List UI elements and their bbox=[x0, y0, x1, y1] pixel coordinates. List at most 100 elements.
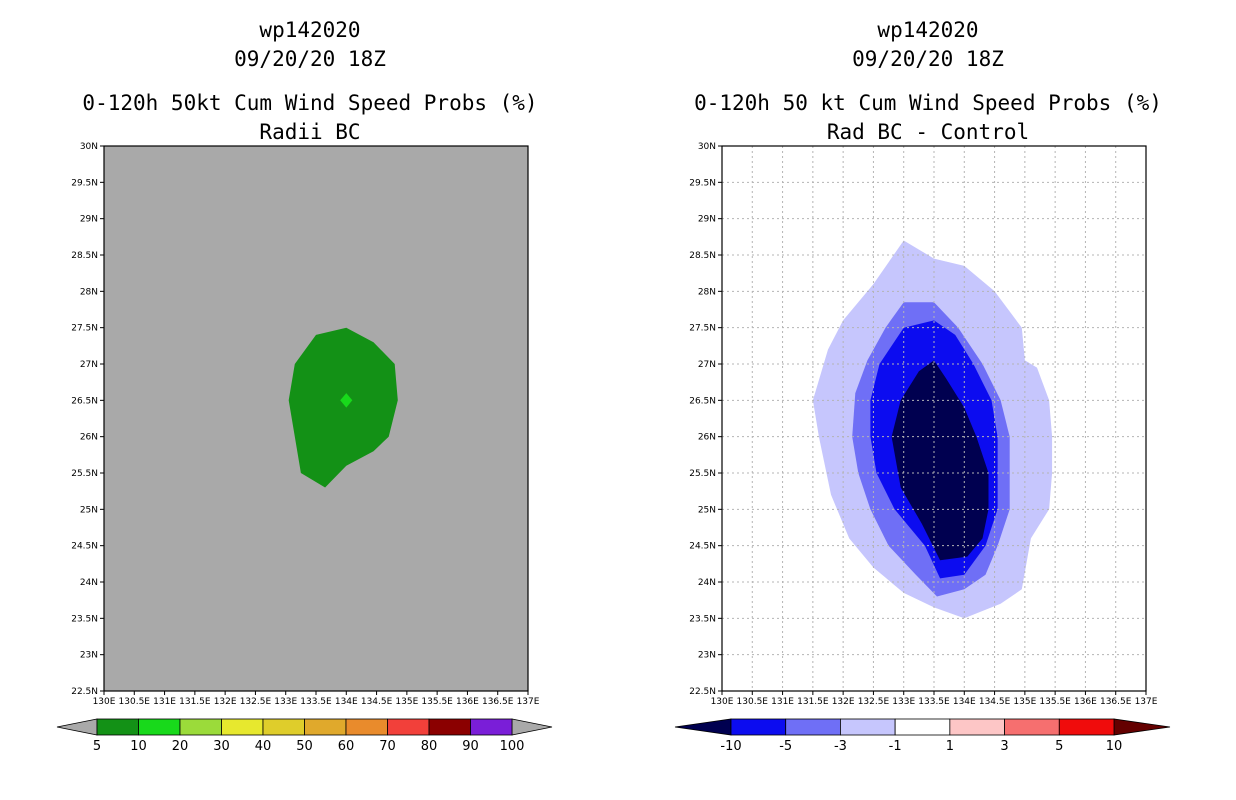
colorbar-swatch bbox=[730, 718, 787, 736]
grid bbox=[722, 146, 1146, 691]
colorbar-swatch bbox=[949, 718, 1005, 736]
x-tick-label: 131E bbox=[153, 697, 176, 707]
x-tick-label: 137E bbox=[517, 697, 540, 707]
colorbar-label: 10 bbox=[130, 739, 147, 754]
y-tick-label: 23N bbox=[698, 651, 716, 661]
colorbar-label: -10 bbox=[720, 739, 741, 754]
x-tick-label: 136E bbox=[1074, 697, 1097, 707]
colorbar-swatch bbox=[1004, 718, 1060, 736]
contour-region-1 bbox=[340, 393, 353, 408]
colorbar-swatch bbox=[840, 718, 896, 736]
colorbar-label: -3 bbox=[834, 739, 847, 754]
colorbar-swatch bbox=[138, 718, 181, 736]
y-tick-label: 28N bbox=[698, 287, 716, 297]
datetime: 09/20/20 18Z bbox=[234, 47, 386, 71]
x-tick-label: 130E bbox=[711, 697, 734, 707]
x-tick-label: 137E bbox=[1135, 697, 1158, 707]
x-tick-label: 136.5E bbox=[1100, 697, 1132, 707]
colorbar-label: 60 bbox=[338, 739, 355, 754]
y-tick-label: 27.5N bbox=[71, 324, 98, 334]
x-tick-label: 134.5E bbox=[361, 697, 393, 707]
x-tick-label: 131.5E bbox=[797, 697, 829, 707]
colorbar-over-triangle bbox=[511, 718, 553, 736]
y-tick-label: 25N bbox=[80, 505, 98, 515]
storm-id: wp142020 bbox=[259, 18, 360, 42]
colorbar-under-triangle bbox=[56, 718, 98, 736]
y-tick-label: 24.5N bbox=[689, 542, 716, 552]
chart-title: 0-120h 50kt Cum Wind Speed Probs (%) bbox=[82, 91, 537, 115]
y-tick-label: 26N bbox=[80, 433, 98, 443]
y-tick-label: 27.5N bbox=[689, 324, 716, 334]
x-tick-label: 134E bbox=[953, 697, 976, 707]
y-tick-label: 29N bbox=[80, 215, 98, 225]
colorbar: 5 10 20 30 40 50 60 70 80 90 100 bbox=[56, 718, 553, 754]
y-tick-label: 30N bbox=[698, 142, 716, 152]
x-tick-label: 130.5E bbox=[737, 697, 769, 707]
colorbar-swatch bbox=[96, 718, 139, 736]
colorbar-label: 5 bbox=[1055, 739, 1063, 754]
colorbar-swatch bbox=[262, 718, 305, 736]
plot-area: 130E 130.5E 131E 131.5E 132E 132.5E 133E 133.5E… bbox=[71, 142, 540, 707]
colorbar-swatch bbox=[785, 718, 841, 736]
colorbar-swatch bbox=[1058, 718, 1115, 736]
y-tick-label: 23.5N bbox=[71, 614, 98, 624]
colorbar-swatch bbox=[345, 718, 388, 736]
y-tick-label: 25N bbox=[698, 505, 716, 515]
colorbar-label: 1 bbox=[946, 739, 954, 754]
chart-panel-rad-bc-minus-control: wp142020 09/20/20 18Z 0-120h 50 kt Cum W… bbox=[674, 18, 1171, 754]
x-tick-label: 133.5E bbox=[300, 697, 332, 707]
chart-subtitle: Radii BC bbox=[259, 120, 360, 144]
x-tick-label: 131E bbox=[771, 697, 794, 707]
y-tick-label: 30N bbox=[80, 142, 98, 152]
x-tick-label: 134E bbox=[335, 697, 358, 707]
y-tick-label: 23.5N bbox=[689, 614, 716, 624]
colorbar-label: 50 bbox=[296, 739, 313, 754]
colorbar-swatch bbox=[221, 718, 264, 736]
chart-panel-radii-bc: wp142020 09/20/20 18Z 0-120h 50kt Cum Wi… bbox=[56, 18, 553, 754]
x-tick-label: 136.5E bbox=[482, 697, 514, 707]
contour-region-0 bbox=[288, 327, 398, 488]
y-tick-label: 28.5N bbox=[71, 251, 98, 261]
colorbar-under-triangle bbox=[674, 718, 732, 736]
colorbar-label: 90 bbox=[462, 739, 479, 754]
y-tick-label: 27N bbox=[80, 360, 98, 370]
storm-id: wp142020 bbox=[877, 18, 978, 42]
y-tick-label: 26.5N bbox=[71, 396, 98, 406]
colorbar-label: -5 bbox=[779, 739, 792, 754]
colorbar-label: 3 bbox=[1000, 739, 1008, 754]
datetime: 09/20/20 18Z bbox=[852, 47, 1004, 71]
colorbar-label: -1 bbox=[889, 739, 902, 754]
y-tick-label: 23N bbox=[80, 651, 98, 661]
x-tick-label: 132E bbox=[214, 697, 237, 707]
y-tick-label: 25.5N bbox=[71, 469, 98, 479]
y-tick-label: 29.5N bbox=[71, 178, 98, 188]
chart-title: 0-120h 50 kt Cum Wind Speed Probs (%) bbox=[694, 91, 1162, 115]
x-tick-label: 133.5E bbox=[918, 697, 950, 707]
colorbar-label: 80 bbox=[421, 739, 438, 754]
y-tick-label: 29.5N bbox=[689, 178, 716, 188]
colorbar-swatch bbox=[387, 718, 430, 736]
colorbar-label: 20 bbox=[172, 739, 189, 754]
y-tick-label: 25.5N bbox=[689, 469, 716, 479]
y-tick-label: 27N bbox=[698, 360, 716, 370]
colorbar: -10 -5 -3 -1 1 3 5 10 bbox=[674, 718, 1171, 754]
colorbar-label: 10 bbox=[1106, 739, 1123, 754]
x-tick-label: 135.5E bbox=[1039, 697, 1071, 707]
colorbar-swatch bbox=[304, 718, 347, 736]
x-tick-label: 134.5E bbox=[979, 697, 1011, 707]
colorbar-label: 30 bbox=[213, 739, 230, 754]
y-tick-label: 29N bbox=[698, 215, 716, 225]
y-tick-label: 24.5N bbox=[71, 542, 98, 552]
y-tick-label: 22.5N bbox=[689, 687, 716, 697]
y-tick-label: 28N bbox=[80, 287, 98, 297]
colorbar-swatch bbox=[894, 718, 951, 736]
x-tick-label: 133E bbox=[892, 697, 915, 707]
contour-region-3 bbox=[891, 360, 989, 561]
colorbar-label: 5 bbox=[93, 739, 101, 754]
colorbar-over-triangle bbox=[1113, 718, 1171, 736]
colorbar-label: 70 bbox=[379, 739, 396, 754]
y-tick-label: 26N bbox=[698, 433, 716, 443]
x-tick-label: 130E bbox=[93, 697, 116, 707]
x-tick-label: 131.5E bbox=[179, 697, 211, 707]
